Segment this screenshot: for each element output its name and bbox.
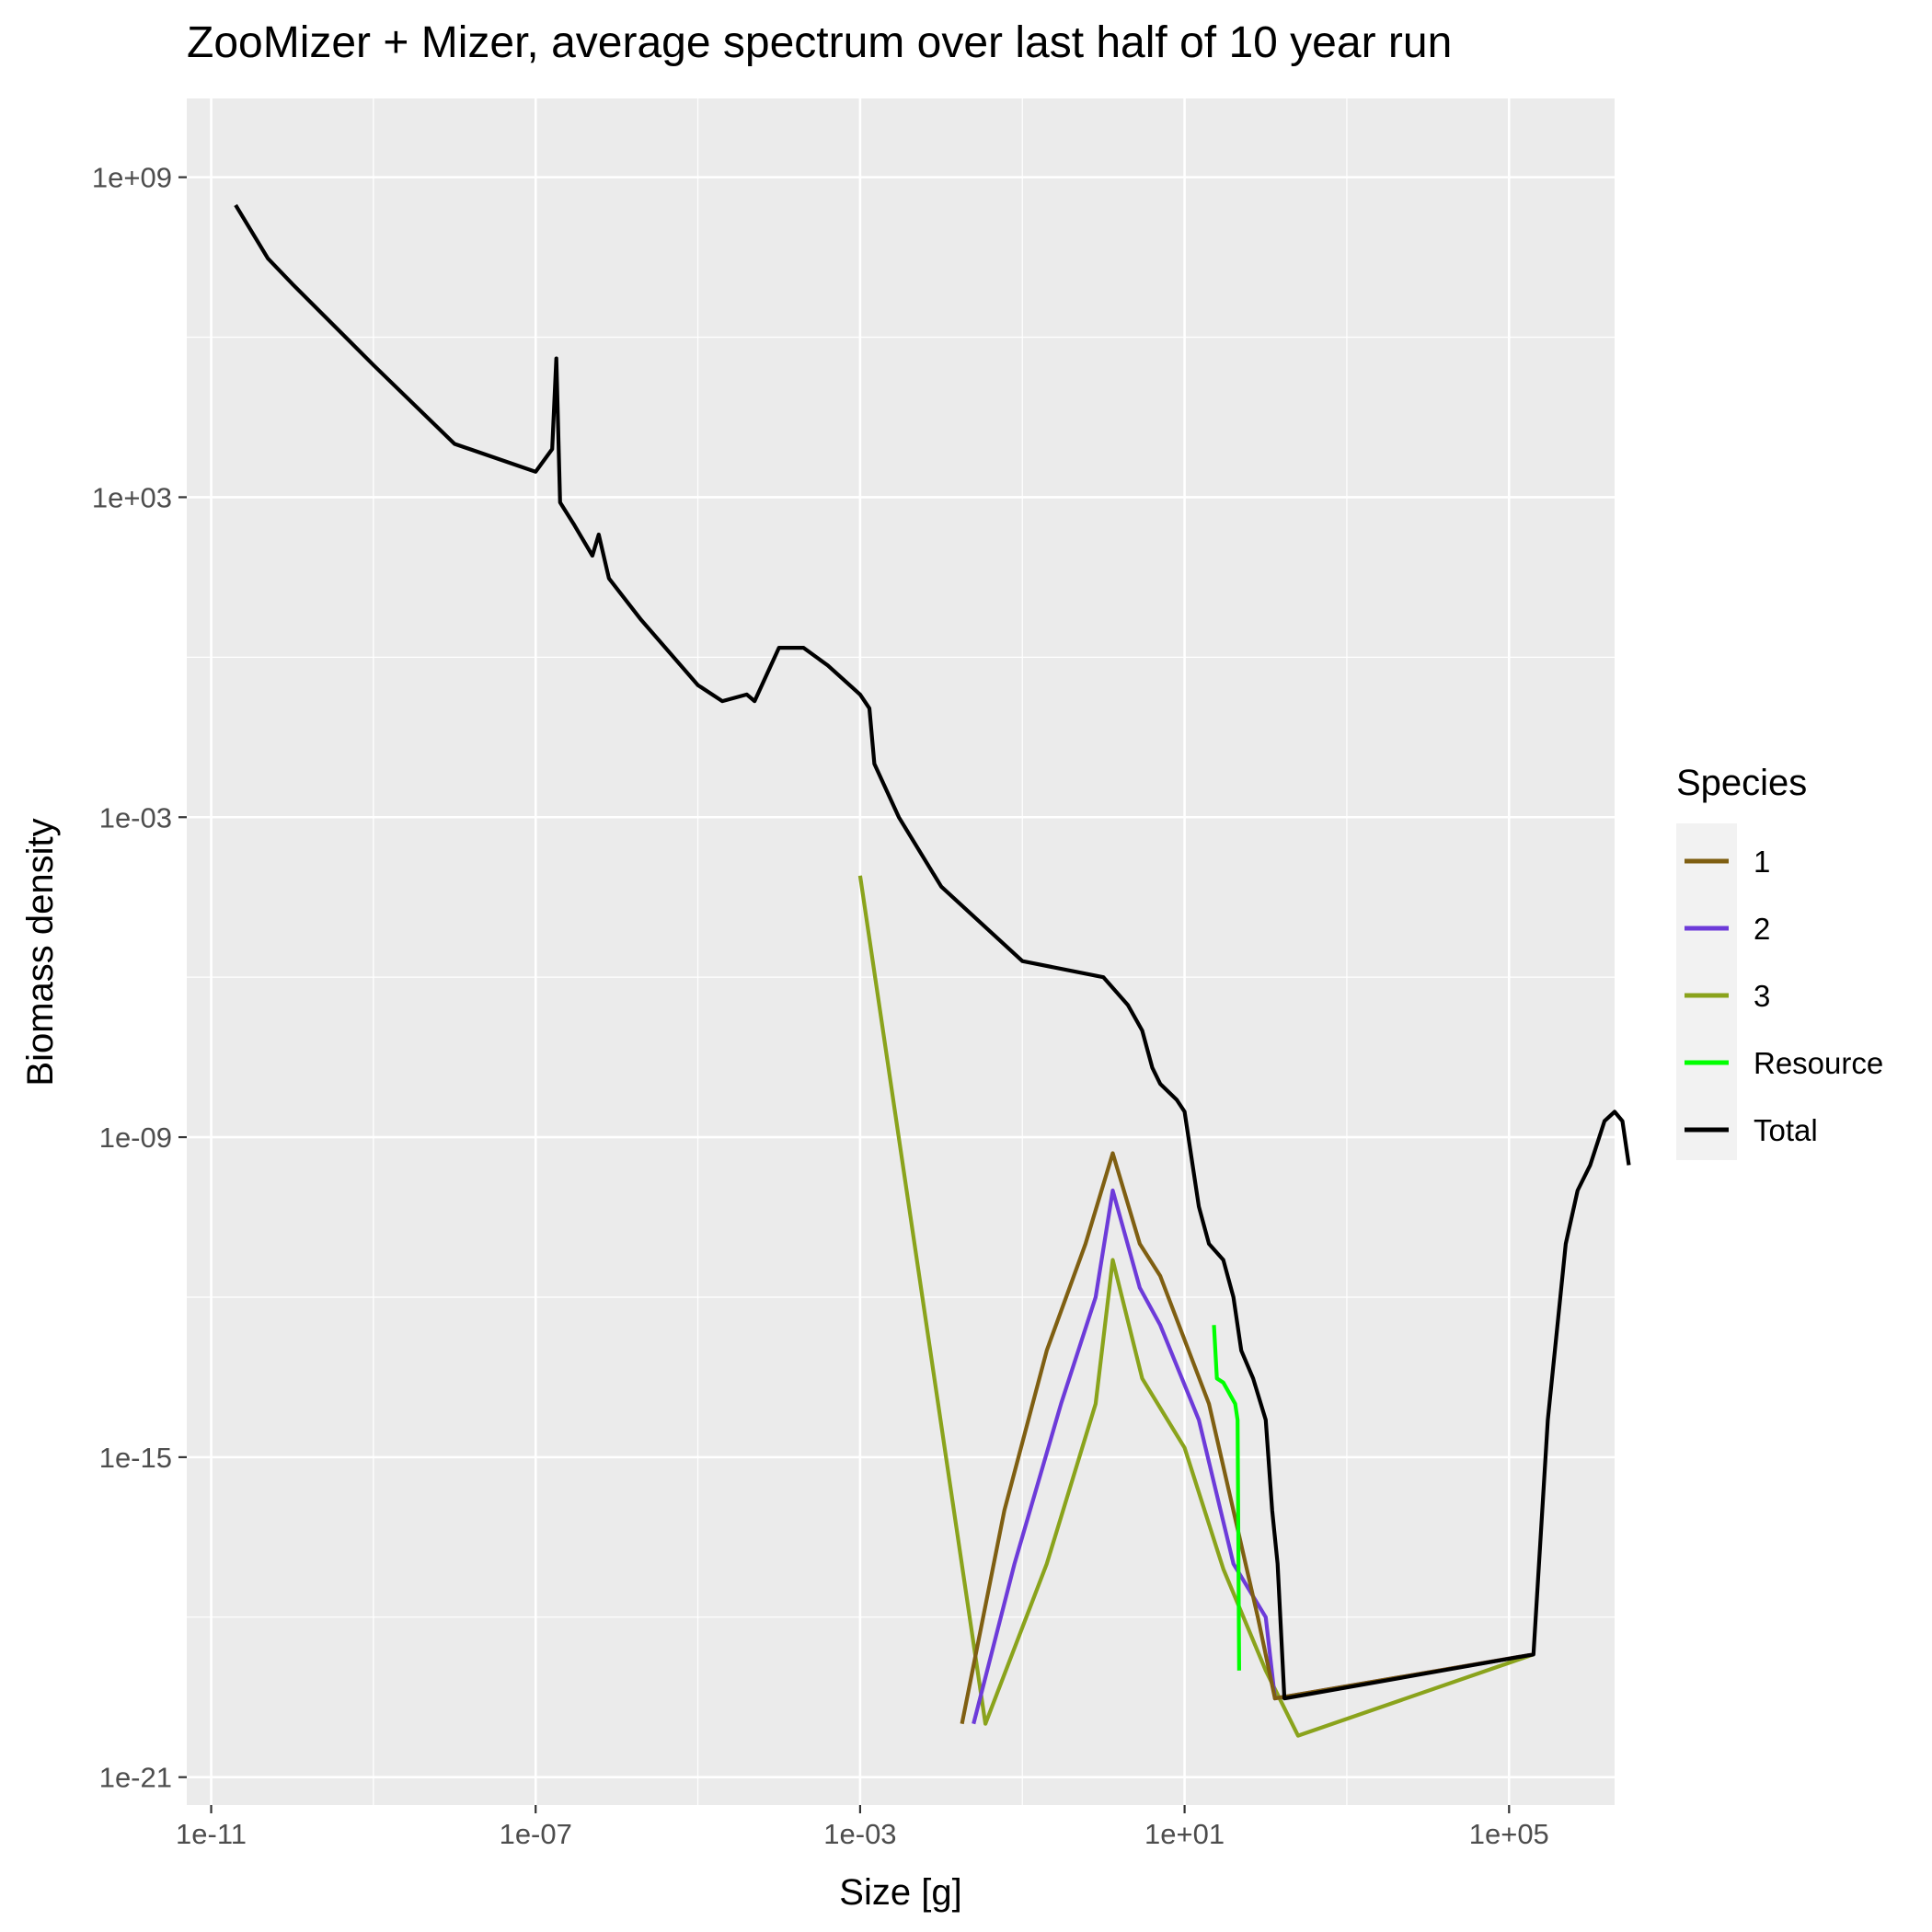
series-line-1 [960,1151,1535,1725]
series-line-total [234,203,1631,1701]
y-tick-label: 1e-09 [99,1121,172,1154]
y-axis: 1e+09 1e+03 1e-03 1e-09 1e-15 1e-21 [92,162,187,1794]
y-tick-label: 1e-21 [99,1762,172,1794]
legend: Species 1 2 3 Resource Total [1676,763,1883,1160]
x-tick-label: 1e-03 [823,1818,896,1850]
series-line-3 [857,875,1535,1738]
x-axis: 1e-11 1e-07 1e-03 1e+01 1e+05 [176,1805,1549,1850]
x-tick-label: 1e+01 [1144,1818,1225,1850]
series-line-2 [972,1188,1535,1725]
y-tick-label: 1e-15 [99,1442,172,1474]
legend-label-1: 1 [1754,845,1770,879]
legend-label-3: 3 [1754,979,1770,1013]
y-tick-label: 1e+03 [92,481,172,513]
x-tick-label: 1e-07 [500,1818,572,1850]
x-tick-label: 1e+05 [1469,1818,1549,1850]
grid-minor [187,98,1673,1805]
y-tick-label: 1e+09 [92,162,172,194]
chart-title: ZooMizer + Mizer, average spectrum over … [187,18,1452,67]
legend-label-resource: Resource [1754,1046,1883,1080]
x-axis-title: Size [g] [839,1872,961,1913]
series-layer [234,203,1631,1738]
legend-label-total: Total [1754,1113,1818,1147]
series-line-resource [1212,1325,1241,1671]
legend-title: Species [1676,763,1807,803]
y-tick-label: 1e-03 [99,801,172,834]
legend-label-2: 2 [1754,912,1770,946]
y-axis-title: Biomass density [20,818,61,1086]
plot-panel [187,98,1615,1805]
x-tick-label: 1e-11 [176,1818,247,1850]
legend-key-background [1676,823,1737,1160]
